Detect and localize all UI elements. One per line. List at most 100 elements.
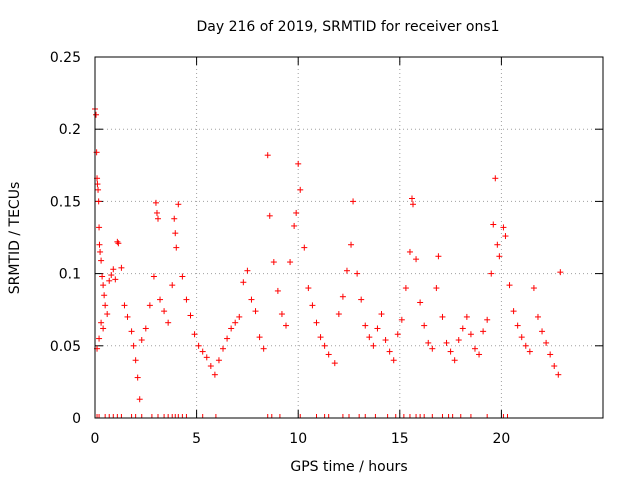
- y-tick-label: 0.2: [59, 122, 81, 138]
- data-point: [313, 319, 320, 326]
- data-point: [494, 241, 501, 248]
- data-point: [104, 311, 111, 318]
- data-point: [467, 331, 474, 338]
- data-point: [124, 313, 131, 320]
- data-point: [451, 357, 458, 364]
- data-point: [480, 328, 487, 335]
- data-points: [92, 105, 564, 418]
- data-point: [522, 342, 529, 349]
- data-point: [175, 201, 182, 208]
- data-point: [331, 360, 338, 367]
- data-point: [350, 198, 357, 205]
- data-point: [157, 296, 164, 303]
- data-point: [321, 342, 328, 349]
- data-point: [459, 325, 466, 332]
- data-point: [264, 152, 271, 159]
- data-point: [110, 266, 117, 273]
- data-point: [136, 396, 143, 403]
- data-point: [362, 322, 369, 329]
- data-point: [138, 337, 145, 344]
- x-tick-label: 5: [192, 431, 201, 447]
- data-point: [248, 296, 255, 303]
- data-point: [172, 230, 179, 237]
- data-point: [291, 222, 298, 229]
- data-point: [99, 273, 106, 280]
- data-point: [398, 316, 405, 323]
- data-point: [215, 357, 222, 364]
- data-point: [260, 345, 267, 352]
- data-point: [435, 253, 442, 260]
- data-point: [374, 325, 381, 332]
- data-point: [128, 328, 135, 335]
- data-point: [96, 224, 103, 231]
- data-point: [108, 272, 115, 279]
- data-point: [244, 267, 251, 274]
- data-point: [526, 348, 533, 355]
- data-point: [488, 270, 495, 277]
- data-point: [98, 257, 105, 264]
- data-point: [115, 240, 122, 247]
- data-point: [169, 282, 176, 289]
- data-point: [406, 248, 413, 255]
- data-point: [252, 308, 259, 315]
- plot-frame: [94, 56, 604, 419]
- data-point: [439, 313, 446, 320]
- data-point: [339, 293, 346, 300]
- y-axis-title: SRMTID / TECUs: [7, 182, 23, 295]
- data-point: [199, 348, 206, 355]
- data-point: [305, 285, 312, 292]
- data-point: [150, 273, 157, 280]
- data-point: [490, 221, 497, 228]
- x-tick-label: 10: [289, 431, 307, 447]
- y-tick-label: 0.1: [59, 267, 81, 283]
- data-point: [301, 244, 308, 251]
- data-point: [506, 282, 513, 289]
- data-point: [95, 198, 102, 205]
- data-point: [410, 201, 417, 208]
- data-point: [348, 241, 355, 248]
- data-point: [496, 253, 503, 260]
- data-point: [146, 302, 153, 309]
- data-point: [297, 186, 304, 193]
- data-point: [555, 371, 562, 378]
- data-point: [417, 299, 424, 306]
- data-point: [274, 287, 281, 294]
- data-point: [224, 335, 231, 342]
- data-point: [484, 316, 491, 323]
- data-point: [121, 302, 128, 309]
- data-point: [408, 195, 415, 202]
- y-tick-label: 0.25: [50, 50, 81, 66]
- data-point: [97, 248, 104, 255]
- data-point: [455, 337, 462, 344]
- data-point: [366, 334, 373, 341]
- data-point: [443, 339, 450, 346]
- data-point: [95, 186, 102, 193]
- data-point: [283, 322, 290, 329]
- data-point: [191, 331, 198, 338]
- data-point: [390, 357, 397, 364]
- x-tick-label: 0: [91, 431, 100, 447]
- data-point: [502, 233, 509, 240]
- data-point: [142, 325, 149, 332]
- data-point: [471, 345, 478, 352]
- data-point: [183, 296, 190, 303]
- chart-title: Day 216 of 2019, SRMTID for receiver ons…: [196, 19, 499, 35]
- grid: [95, 57, 603, 418]
- data-point: [112, 276, 119, 283]
- data-point: [421, 322, 428, 329]
- data-point: [187, 312, 194, 319]
- data-point: [96, 241, 103, 248]
- data-point: [530, 285, 537, 292]
- data-point: [179, 273, 186, 280]
- data-point: [547, 351, 554, 358]
- data-point: [378, 311, 385, 318]
- data-point: [165, 319, 172, 326]
- data-point: [207, 363, 214, 370]
- data-point: [256, 334, 263, 341]
- data-point: [557, 269, 564, 276]
- data-point: [534, 313, 541, 320]
- data-point: [102, 302, 109, 309]
- x-tick-label: 15: [391, 431, 409, 447]
- data-point: [203, 354, 210, 361]
